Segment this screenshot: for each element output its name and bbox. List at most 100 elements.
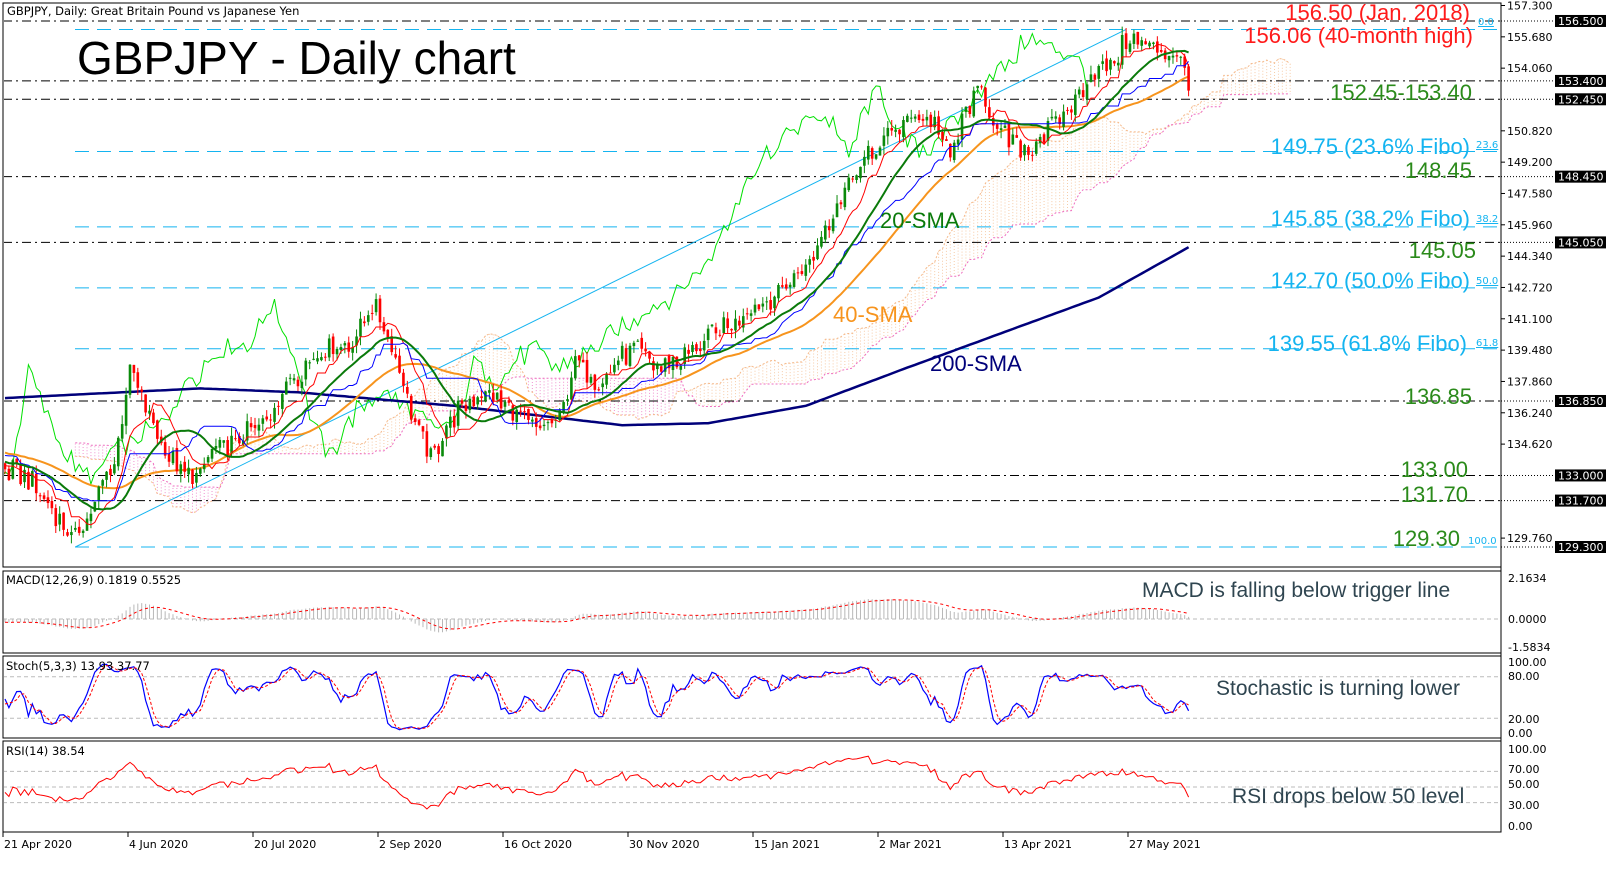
candle-body	[54, 508, 58, 527]
price-tick-label: 129.760	[1507, 532, 1553, 545]
candle	[624, 343, 628, 366]
candle-body	[406, 386, 409, 394]
date-tick-label: 16 Oct 2020	[504, 838, 572, 851]
candle-body	[93, 501, 97, 512]
candle	[31, 469, 34, 487]
candle-body	[425, 431, 429, 457]
candle	[796, 267, 800, 280]
candle-body	[519, 410, 522, 412]
candle	[58, 506, 61, 532]
candle	[425, 423, 429, 464]
candle	[726, 312, 729, 334]
candle-body	[800, 271, 804, 274]
candle-body	[812, 256, 815, 261]
price-marker-label: 148.450	[1558, 171, 1604, 184]
candle	[839, 199, 843, 210]
candle-body	[695, 344, 698, 352]
candle	[1116, 56, 1120, 71]
candle	[324, 353, 327, 362]
candle	[1124, 28, 1128, 58]
candle	[281, 393, 284, 417]
fibo-pct-61-8: 61.8	[1476, 338, 1498, 349]
candle	[773, 295, 776, 316]
candle-body	[281, 393, 284, 409]
candle-body	[355, 336, 358, 346]
candle-body	[109, 468, 112, 476]
candle-body	[656, 363, 659, 370]
candle	[1089, 65, 1093, 83]
candle	[163, 435, 167, 459]
candle-body	[273, 407, 276, 422]
candle	[421, 425, 425, 439]
candle	[187, 459, 190, 483]
candle-body	[531, 419, 534, 422]
macd-plot	[4, 599, 1500, 633]
candle-body	[659, 366, 663, 372]
candle-body	[933, 116, 936, 128]
candle-body	[890, 128, 894, 131]
sma40-line	[4, 75, 1189, 490]
candle-body	[558, 410, 561, 420]
candle-body	[156, 420, 159, 439]
candle-body	[870, 148, 874, 159]
candle-body	[363, 321, 366, 324]
candle-body	[757, 304, 761, 310]
candle-body	[402, 372, 405, 386]
price-tick-label: 145.960	[1507, 219, 1553, 232]
candle-body	[288, 377, 292, 379]
candle	[38, 492, 42, 503]
candle-body	[140, 389, 144, 392]
candle	[663, 357, 667, 377]
candle-body	[499, 390, 503, 409]
candle-body	[718, 334, 722, 336]
candle-body	[878, 147, 882, 156]
candle	[609, 364, 612, 374]
candle-body	[1124, 33, 1128, 50]
candle	[156, 419, 159, 447]
candle	[284, 377, 288, 395]
candle-body	[589, 376, 593, 383]
candle	[972, 86, 976, 118]
candle-body	[804, 264, 808, 276]
sma200-line	[4, 246, 1190, 427]
candle-body	[218, 439, 222, 448]
candle	[976, 85, 979, 94]
candle-body	[324, 356, 327, 358]
candle	[1136, 31, 1140, 49]
candle	[1081, 82, 1085, 101]
candle	[167, 445, 171, 468]
sma20-line	[4, 49, 1189, 511]
candle	[1093, 73, 1097, 87]
candle	[1023, 143, 1026, 161]
senkou-span-b-line	[75, 93, 1291, 489]
candle	[120, 415, 124, 443]
candle-body	[148, 410, 151, 414]
candle-body	[839, 202, 843, 205]
candle-body	[734, 318, 737, 331]
candle	[128, 364, 132, 399]
candle	[542, 419, 546, 431]
candle-body	[460, 400, 464, 404]
candle-body	[769, 300, 772, 310]
candle-body	[777, 284, 780, 299]
candle-body	[327, 338, 331, 358]
candle	[597, 386, 601, 392]
tenkan-sen-line	[4, 43, 1190, 526]
candle-body	[745, 313, 749, 315]
candle-body	[1109, 59, 1112, 70]
chart-title: GBPJPY - Daily chart	[77, 32, 516, 84]
candle	[894, 124, 897, 138]
candle-body	[31, 471, 34, 487]
candle-body	[495, 392, 499, 400]
candle	[620, 341, 624, 362]
candle	[687, 344, 690, 363]
candle-body	[66, 532, 69, 536]
candle	[1187, 63, 1190, 97]
price-tick-label: 141.100	[1507, 313, 1553, 326]
candle-body	[652, 361, 655, 371]
candle-body	[171, 450, 175, 464]
candle-body	[570, 377, 573, 400]
candle-body	[1085, 84, 1089, 99]
candle-body	[1183, 56, 1186, 68]
